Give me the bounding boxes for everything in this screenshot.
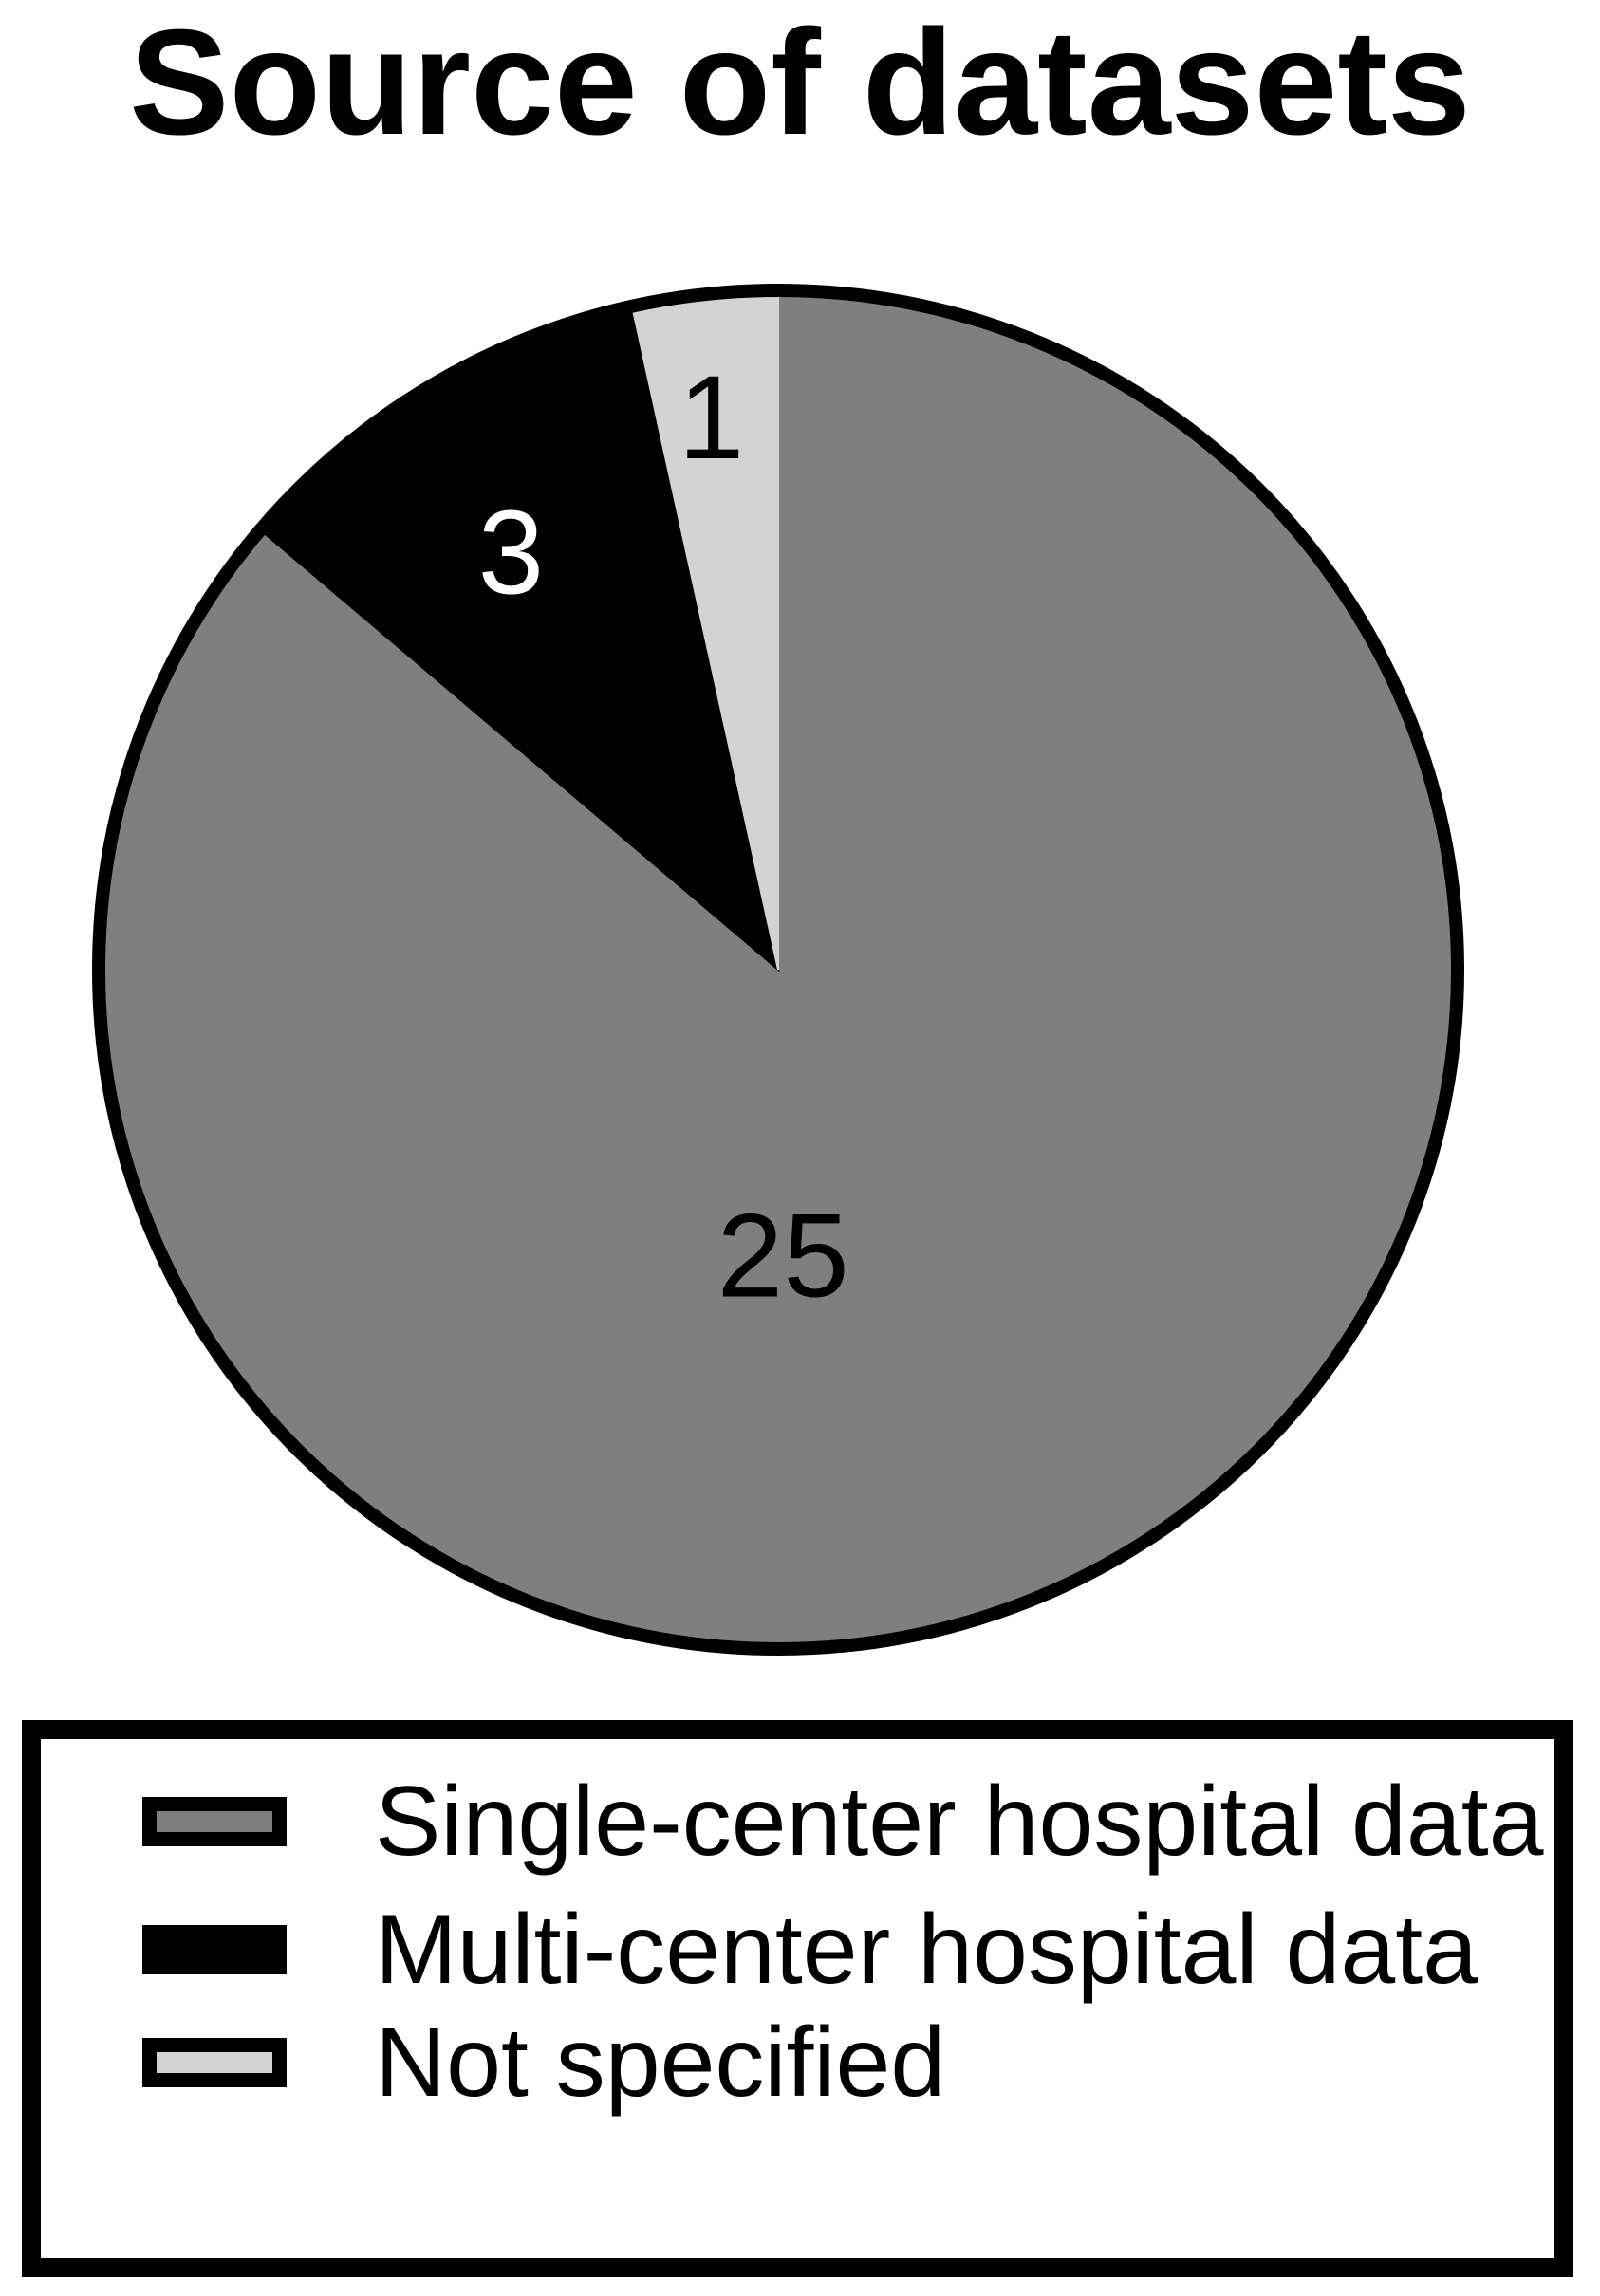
legend-swatch-single-center: [142, 1797, 287, 1846]
legend-row-not-specified: Not specified: [142, 2010, 945, 2115]
legend-swatch-multi-center: [142, 1925, 287, 1974]
legend-label-single-center: Single-center hospital data: [375, 1767, 1544, 1877]
pie-outline: [92, 284, 1464, 1656]
legend-swatch-not-specified: [142, 2038, 287, 2087]
pie-value-label-1: 3: [478, 487, 545, 619]
legend-label-multi-center: Multi-center hospital data: [375, 1895, 1478, 2005]
legend-row-multi-center: Multi-center hospital data: [142, 1898, 1478, 2002]
pie-chart: 25 3 1: [92, 284, 1464, 1656]
legend-label-not-specified: Not specified: [375, 2008, 946, 2118]
pie-value-label-0: 25: [717, 1190, 849, 1322]
chart-title: Source of datasets: [129, 0, 1471, 166]
pie-value-label-2: 1: [679, 352, 745, 484]
legend-row-single-center: Single-center hospital data: [142, 1769, 1543, 1874]
